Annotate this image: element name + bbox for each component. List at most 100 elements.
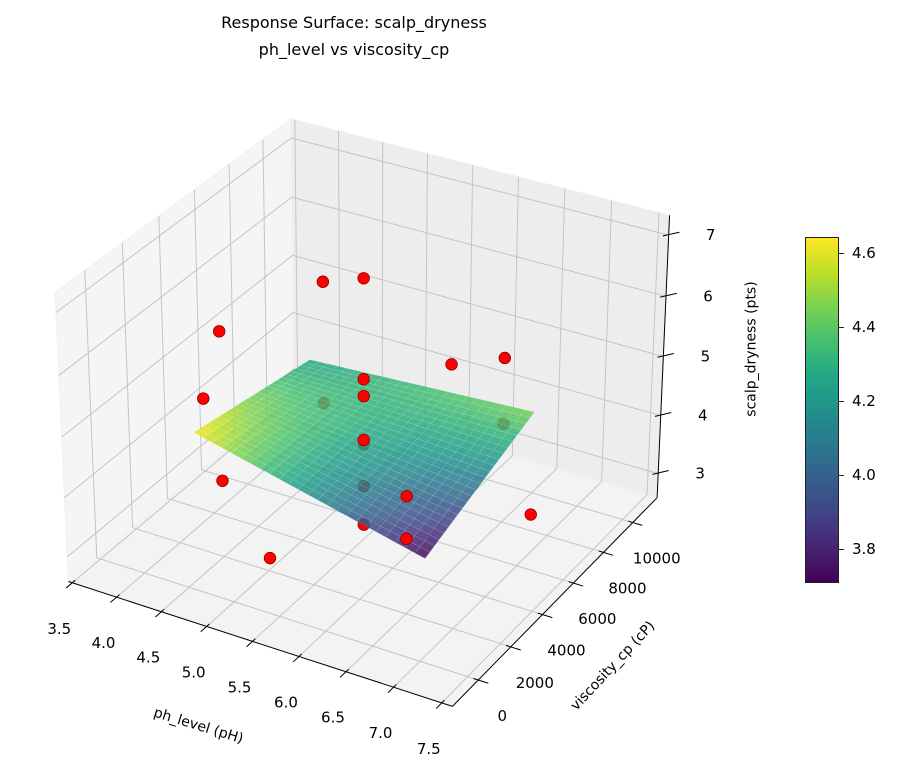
- colorbar: [805, 237, 839, 583]
- x-tick-label: 7.5: [417, 740, 441, 758]
- z-axis-line: [656, 215, 671, 498]
- tick-labels: 3.5 4.0 4.5 5.0 5.5 6.0 6.5 7.0 7.5 0 2000 4000 6000…: [47, 226, 715, 758]
- surface-patch: [502, 432, 518, 442]
- back-gridline-z: [293, 312, 661, 417]
- left-gridline-z: [64, 312, 294, 498]
- axis-lines: [65, 215, 680, 709]
- x-tick: [65, 579, 76, 589]
- data-point: [357, 373, 370, 386]
- z-tick: [662, 231, 680, 237]
- x-axis-line: [68, 581, 453, 707]
- chart-subtitle: ph_level vs viscosity_cp: [258, 40, 450, 59]
- y-tick-label: 6000: [578, 610, 616, 628]
- floor-gridline-x: [345, 468, 558, 673]
- colorbar-tick-label: 4.4: [852, 317, 876, 336]
- data-point: [212, 325, 226, 338]
- colorbar-tick-label: 4.2: [852, 391, 876, 410]
- y-tick-label: 0: [497, 707, 507, 725]
- colorbar-tick: [839, 400, 844, 402]
- surface-patch: [443, 509, 459, 522]
- back-gridline-z: [292, 254, 664, 357]
- y-tick-label: 8000: [608, 579, 646, 597]
- surface-patch: [429, 528, 445, 540]
- z-tick: [657, 352, 675, 358]
- surface-patch: [419, 540, 435, 553]
- data-point: [357, 433, 370, 447]
- x-tick: [339, 668, 350, 678]
- colorbar-tick: [839, 474, 844, 476]
- back-gridline-z: [291, 196, 667, 297]
- chart-title: Response Surface: scalp_dryness: [221, 13, 487, 32]
- x-tick: [292, 653, 303, 663]
- data-point: [400, 490, 413, 503]
- left-gridline-z: [58, 196, 293, 376]
- y-tick: [537, 612, 553, 619]
- y-tick: [473, 677, 489, 684]
- back-gridline-z: [291, 137, 669, 236]
- x-tick-label: 5.5: [228, 678, 252, 696]
- surface-patch: [461, 485, 477, 497]
- data-point: [216, 474, 229, 487]
- data-point: [357, 389, 370, 403]
- x-tick-label: 7.0: [369, 724, 393, 742]
- y-tick-label: 4000: [547, 642, 585, 660]
- response-surface: [193, 359, 535, 559]
- x-tick: [435, 699, 445, 709]
- data-point: [498, 351, 511, 365]
- surface-patch: [447, 503, 463, 515]
- colorbar-tick-label: 4.0: [852, 465, 876, 484]
- x-tick: [154, 608, 165, 618]
- z-tick-label: 5: [701, 347, 711, 365]
- data-point: [263, 551, 277, 565]
- y-tick: [505, 644, 521, 651]
- colorbar-tick: [839, 548, 844, 550]
- data-point: [316, 275, 330, 288]
- points-over-surface: [197, 272, 537, 565]
- left-gridline-z: [61, 254, 293, 438]
- colorbar-tick-label: 4.6: [852, 243, 876, 262]
- x-tick: [246, 638, 256, 648]
- y-tick: [598, 550, 614, 556]
- data-point: [400, 532, 413, 545]
- surface-patch: [414, 546, 431, 559]
- data-point: [197, 392, 210, 405]
- y-tick-label: 2000: [516, 674, 554, 692]
- z-tick-label: 6: [703, 287, 713, 305]
- surface-patch: [515, 415, 531, 425]
- x-tick-label: 5.0: [182, 663, 206, 681]
- floor-gridline-x: [393, 481, 603, 688]
- y-tick: [628, 520, 643, 526]
- floor-gridline-y: [96, 557, 479, 681]
- data-point: [357, 272, 370, 285]
- data-point: [524, 508, 537, 521]
- y-axis-line: [452, 497, 658, 707]
- z-tick: [660, 292, 677, 298]
- z-tick-label: 7: [706, 226, 716, 244]
- surface-patch: [493, 444, 509, 454]
- y-tick: [568, 581, 584, 587]
- x-tick-label: 4.5: [136, 649, 160, 667]
- y-tick-label: 10000: [633, 550, 681, 568]
- z-axis-label: scalp_dryness (pts): [743, 281, 760, 417]
- x-tick-label: 3.5: [47, 620, 71, 638]
- surface-patch: [456, 491, 472, 503]
- floor-gridline-y: [167, 497, 543, 616]
- colorbar-tick-label: 3.8: [852, 539, 876, 558]
- x-tick: [200, 623, 210, 633]
- left-gridline-z: [55, 137, 292, 313]
- data-point: [445, 358, 458, 371]
- x-tick: [387, 684, 397, 694]
- z-tick-label: 4: [698, 407, 708, 425]
- floor-gridline-y: [132, 527, 511, 648]
- colorbar-tick: [839, 326, 844, 328]
- x-tick-label: 6.0: [274, 693, 298, 711]
- z-tick: [654, 412, 672, 417]
- x-tick-label: 4.0: [92, 634, 116, 652]
- z-tick-label: 3: [695, 465, 705, 483]
- surface-patch: [475, 467, 491, 479]
- z-tick: [652, 470, 669, 475]
- floor-gridline-x: [441, 494, 648, 704]
- colorbar-tick: [839, 252, 844, 254]
- x-tick-label: 6.5: [321, 709, 345, 727]
